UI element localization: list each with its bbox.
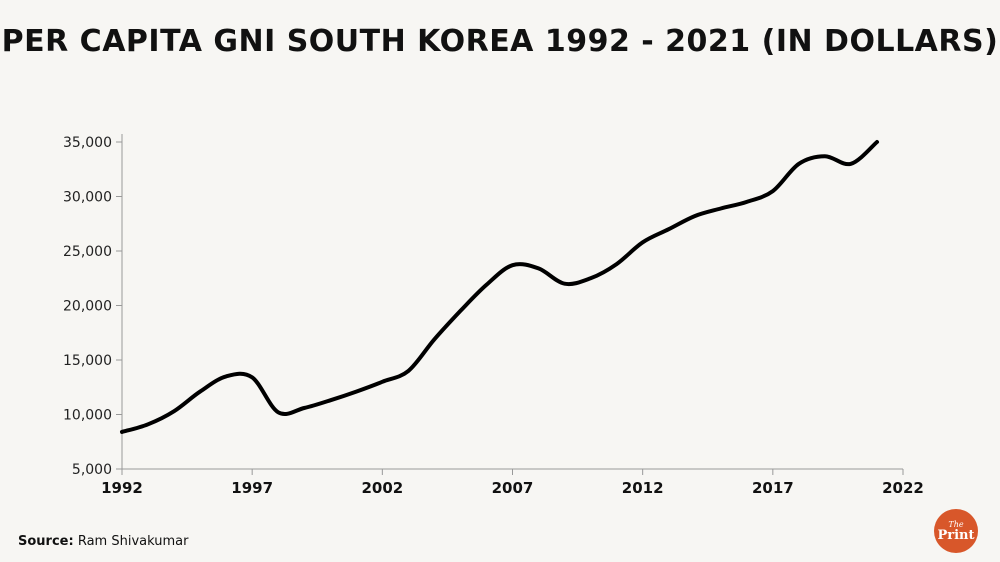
y-tick-label: 35,000	[63, 135, 112, 151]
theprint-logo: The Print	[934, 509, 978, 553]
y-tick-label: 15,000	[63, 353, 112, 369]
source-value: Ram Shivakumar	[77, 534, 189, 549]
x-tick-label: 2022	[882, 479, 924, 497]
y-tick-label: 20,000	[63, 299, 112, 315]
x-tick-label: 1992	[101, 479, 143, 497]
logo-print: Print	[937, 527, 975, 543]
source-note: Source: Ram Shivakumar	[18, 534, 188, 549]
x-tick-label: 2012	[622, 479, 664, 497]
y-tick-label: 5,000	[72, 462, 112, 478]
y-tick-label: 10,000	[63, 408, 112, 424]
y-tick-label: 25,000	[63, 244, 112, 260]
y-tick-label: 30,000	[63, 190, 112, 206]
series-line	[120, 140, 879, 434]
tick-labels: 5,000 10,000 15,000 20,000 25,000 30,000 35,00…	[63, 135, 924, 497]
x-tick-label: 1997	[231, 479, 273, 497]
source-label: Source:	[18, 534, 74, 549]
x-tick-label: 2017	[752, 479, 794, 497]
x-tick-label: 2002	[361, 479, 403, 497]
chart-title: PER CAPITA GNI SOUTH KOREA 1992 - 2021 (…	[1, 24, 999, 59]
x-tick-label: 2007	[492, 479, 534, 497]
series-lines	[120, 140, 879, 434]
chart-axes	[116, 134, 904, 475]
logo-the: The	[948, 519, 964, 529]
